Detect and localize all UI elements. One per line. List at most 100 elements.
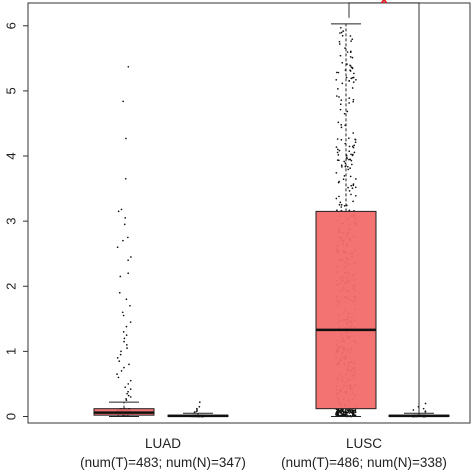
data-point: [122, 330, 125, 333]
data-point: [127, 394, 130, 397]
data-point: [349, 55, 352, 58]
jitter-points: [116, 26, 427, 418]
data-point: [346, 411, 349, 414]
x-group-sublabel: (num(T)=483; num(N)=347): [80, 455, 246, 470]
data-point: [125, 334, 128, 336]
data-point: [352, 81, 355, 83]
data-point: [354, 411, 357, 413]
data-point: [124, 177, 127, 180]
significance-bracket: *: [348, 0, 420, 414]
data-point: [123, 340, 125, 343]
data-point: [352, 98, 355, 101]
data-point: [196, 409, 198, 411]
data-point: [118, 360, 121, 362]
data-point: [335, 71, 338, 74]
data-point: [345, 156, 348, 159]
data-point: [130, 256, 132, 258]
data-point: [120, 350, 122, 353]
data-point: [350, 163, 353, 166]
data-point: [338, 40, 341, 43]
data-point: [350, 77, 353, 80]
data-point: [335, 197, 338, 200]
data-point: [347, 409, 349, 412]
data-point: [339, 103, 342, 106]
data-point: [195, 410, 198, 413]
data-point: [339, 201, 342, 204]
data-point: [355, 78, 357, 81]
data-point: [338, 195, 340, 198]
data-point: [350, 50, 352, 53]
data-point: [121, 311, 124, 314]
data-point: [350, 193, 352, 196]
data-point: [341, 82, 344, 85]
data-point: [116, 373, 118, 376]
data-point: [354, 138, 357, 141]
data-point: [336, 159, 339, 162]
data-point: [198, 401, 201, 404]
data-point: [340, 206, 343, 208]
data-point: [346, 63, 348, 65]
data-point: [335, 413, 337, 416]
data-point: [336, 138, 339, 140]
data-point: [422, 407, 425, 410]
y-tick-label: 6: [3, 22, 18, 29]
x-group-sublabel: (num(T)=486; num(N)=338): [281, 455, 447, 470]
data-point: [125, 325, 128, 328]
plot-frame: [27, 2, 471, 424]
data-point: [349, 175, 352, 178]
data-point: [349, 35, 352, 37]
data-point: [352, 100, 355, 103]
data-point: [343, 175, 346, 177]
data-point: [340, 26, 342, 29]
data-point: [348, 145, 351, 148]
data-point: [343, 160, 346, 163]
box-lusc-t: [315, 210, 377, 410]
data-point: [348, 97, 351, 100]
data-point: [116, 357, 119, 359]
data-point: [349, 70, 352, 72]
data-point: [354, 408, 357, 411]
data-point: [125, 298, 128, 301]
data-point: [128, 363, 130, 366]
data-point: [336, 209, 338, 212]
data-point: [347, 137, 350, 140]
data-point: [352, 146, 355, 149]
plot-border: [27, 2, 471, 424]
data-point: [123, 337, 126, 340]
x-group-label: LUAD: [145, 436, 181, 451]
data-point: [354, 186, 357, 189]
data-point: [117, 210, 120, 213]
y-tick-label: 2: [3, 283, 18, 290]
data-point: [127, 272, 130, 275]
data-point: [424, 411, 427, 413]
data-point: [336, 148, 339, 151]
data-point: [116, 246, 119, 249]
data-point: [196, 407, 198, 410]
data-point: [335, 146, 338, 148]
data-point: [344, 412, 347, 414]
data-point: [337, 153, 340, 156]
data-point: [353, 72, 355, 75]
data-point: [349, 64, 351, 67]
data-point: [337, 121, 340, 124]
data-point: [341, 166, 343, 168]
data-point: [346, 51, 349, 53]
data-point: [354, 194, 357, 197]
data-point: [127, 65, 130, 68]
data-point: [352, 410, 355, 413]
significance-line: [348, 2, 420, 414]
data-point: [350, 184, 353, 187]
data-point: [337, 88, 339, 90]
data-point: [352, 183, 355, 185]
data-point: [122, 239, 124, 242]
data-point: [346, 165, 349, 168]
data-point: [349, 167, 351, 170]
data-point: [125, 399, 128, 402]
data-point: [348, 102, 350, 104]
data-point: [336, 411, 339, 414]
data-point: [355, 178, 357, 180]
data-point: [354, 141, 357, 144]
data-point: [341, 410, 344, 413]
data-point: [412, 409, 415, 411]
data-point: [335, 171, 338, 174]
